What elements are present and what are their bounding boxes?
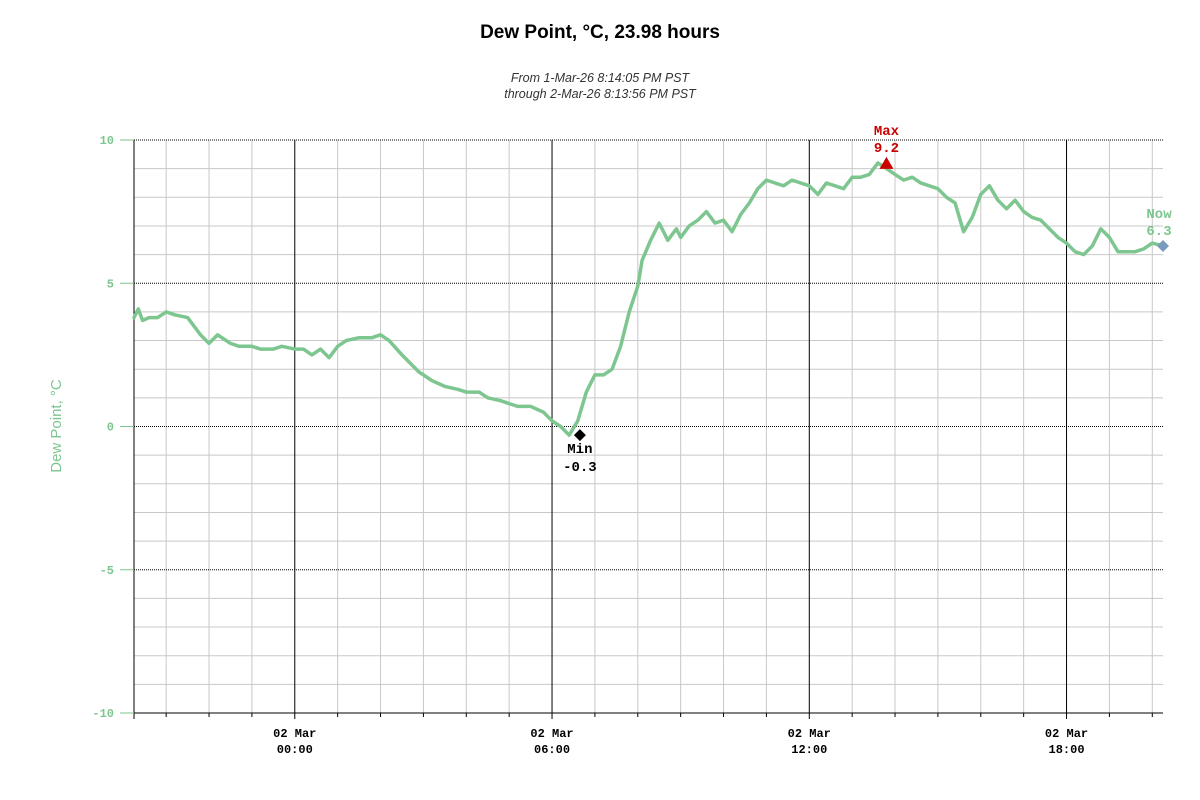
x-tick-label-time: 00:00 xyxy=(277,743,313,757)
axes xyxy=(128,140,1163,719)
x-tick-label-date: 02 Mar xyxy=(273,727,316,741)
x-tick-label-time: 06:00 xyxy=(534,743,570,757)
y-tick-label: 0 xyxy=(107,421,114,435)
x-tick-label-time: 12:00 xyxy=(791,743,827,757)
y-axis-label: Dew Point, °C xyxy=(48,379,65,473)
x-tick-labels: 02 Mar 00:00 02 Mar 06:00 02 Mar 12:00 02 Mar 1… xyxy=(165,713,1153,757)
y-tick-labels: 10 5 0 -5 -10 xyxy=(92,134,134,721)
now-marker xyxy=(1157,240,1169,253)
max-label: Max xyxy=(874,124,900,140)
y-tick-label: 5 xyxy=(107,277,114,291)
x-tick-label-time: 18:00 xyxy=(1049,743,1085,757)
series-layer xyxy=(132,161,1165,437)
min-value: -0.3 xyxy=(563,460,597,476)
y-tick-label: -10 xyxy=(92,707,114,721)
now-label: Now xyxy=(1146,207,1172,223)
max-value: 9.2 xyxy=(874,141,899,157)
minor-grid xyxy=(134,140,1163,713)
y-tick-label: 10 xyxy=(100,134,114,148)
now-value: 6.3 xyxy=(1146,224,1171,240)
max-marker xyxy=(879,156,894,169)
chart-title: Dew Point, °C, 23.98 hours xyxy=(480,22,720,43)
chart-subtitle: From 1-Mar-26 8:14:05 PM PST through 2-M… xyxy=(0,70,1200,102)
subtitle-through: through 2-Mar-26 8:13:56 PM PST xyxy=(504,87,696,101)
min-marker xyxy=(573,429,586,442)
y-tick-label: -5 xyxy=(100,564,114,578)
subtitle-from: From 1-Mar-26 8:14:05 PM PST xyxy=(510,71,690,85)
min-label: Min xyxy=(567,442,592,458)
major-grid xyxy=(134,139,1163,713)
x-tick-label-date: 02 Mar xyxy=(788,727,831,741)
x-tick-label-date: 02 Mar xyxy=(1045,727,1088,741)
dew-point-series-line xyxy=(132,161,1165,437)
x-tick-label-date: 02 Mar xyxy=(530,727,573,741)
